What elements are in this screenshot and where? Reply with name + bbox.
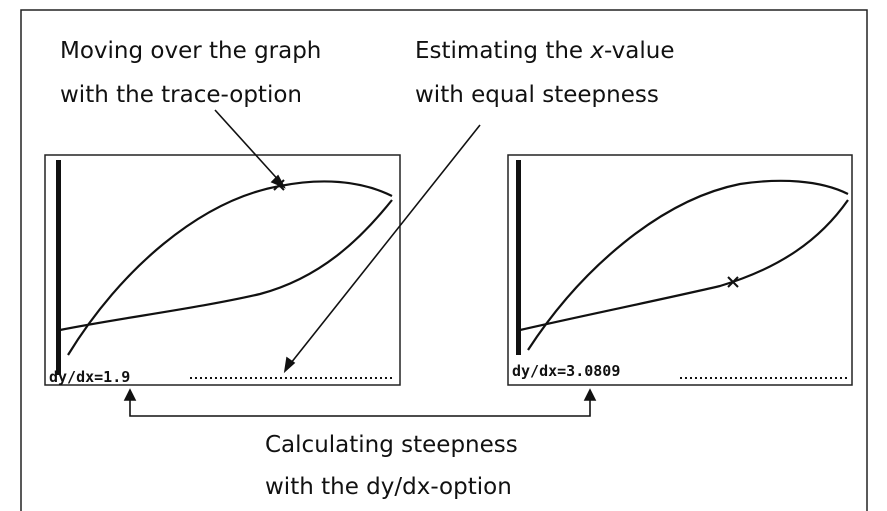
readout: dy/dx=3.0809 xyxy=(512,362,620,380)
annotation: Calculating steepness xyxy=(265,432,518,458)
annotation: Moving over the graph xyxy=(60,38,321,64)
screen-border xyxy=(45,155,400,385)
y-axis xyxy=(516,160,521,355)
annotation: with equal steepness xyxy=(415,82,659,108)
readout: dy/dx=1.9 xyxy=(49,368,130,386)
calculator-screen: dy/dx=1.9 xyxy=(45,155,400,386)
annotation: with the trace-option xyxy=(60,82,302,108)
figure: Moving over the graph with the trace-opt… xyxy=(0,0,887,511)
calculator-screen: dy/dx=3.0809 xyxy=(508,155,852,385)
annotation: with the dy/dx-option xyxy=(265,474,512,500)
screen-border xyxy=(508,155,852,385)
annotation-part: x xyxy=(589,38,604,64)
annotation-part: -value xyxy=(604,38,675,64)
annotation-part: Estimating the xyxy=(415,38,590,64)
annotation: Estimating the x-value xyxy=(415,38,675,64)
y-axis xyxy=(56,160,61,375)
